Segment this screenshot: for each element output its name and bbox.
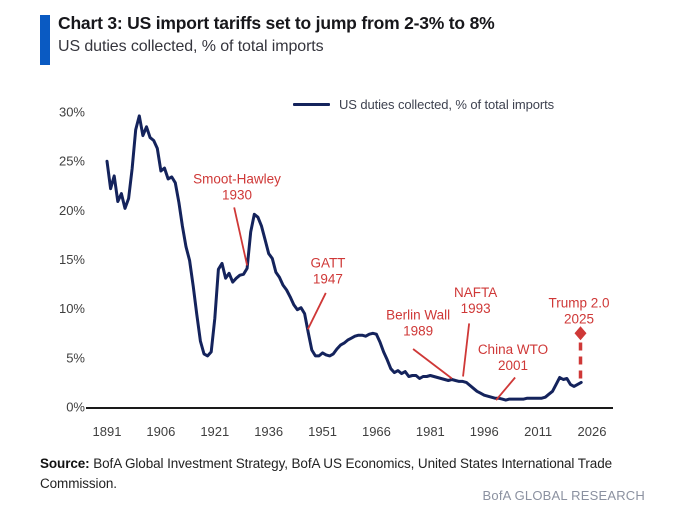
y-tick-label: 0%: [66, 400, 85, 415]
annotation-pointer-smoot-hawley: [233, 207, 248, 266]
legend-line-swatch-icon: [293, 103, 330, 106]
x-tick-label: 1906: [146, 424, 175, 439]
x-tick-label: 1966: [362, 424, 391, 439]
x-tick-label: 1981: [416, 424, 445, 439]
legend-label: US duties collected, % of total imports: [339, 97, 555, 112]
x-tick-label: 2026: [578, 424, 607, 439]
chart-subtitle: US duties collected, % of total imports: [58, 38, 324, 55]
annotation-label-china-wto: China WTO 2001: [478, 342, 548, 373]
annotation-label-trump-2-0: Trump 2.0 2025: [549, 296, 610, 327]
y-tick-label: 15%: [59, 252, 85, 267]
annotation-pointer-nafta: [462, 323, 471, 377]
y-tick-label: 25%: [59, 154, 85, 169]
y-tick-label: 10%: [59, 301, 85, 316]
title-accent-bar: [40, 15, 50, 65]
annotation-label-nafta: NAFTA 1993: [454, 285, 497, 316]
annotation-label-smoot-hawley: Smoot-Hawley 1930: [193, 172, 281, 203]
x-tick-label: 1996: [470, 424, 499, 439]
y-tick-label: 5%: [66, 350, 85, 365]
chart-title: Chart 3: US import tariffs set to jump f…: [58, 13, 495, 33]
source-note: Source: BofA Global Investment Strategy,…: [40, 454, 654, 495]
y-tick-label: 30%: [59, 105, 85, 120]
annotation-label-berlin-wall: Berlin Wall 1989: [386, 307, 450, 338]
y-tick-label: 20%: [59, 203, 85, 218]
x-tick-label: 1951: [308, 424, 337, 439]
x-tick-label: 2011: [524, 424, 552, 439]
watermark: BofA GLOBAL RESEARCH: [482, 488, 645, 503]
source-text: BofA Global Investment Strategy, BofA US…: [40, 456, 613, 492]
x-tick-label: 1936: [254, 424, 283, 439]
duties-series-line: [105, 114, 583, 402]
projection-diamond-arrowhead: [574, 326, 587, 341]
source-label: Source:: [40, 456, 90, 471]
x-tick-label: 1891: [93, 424, 122, 439]
annotation-pointer-china-wto: [495, 376, 516, 401]
annotation-pointer-berlin-wall: [412, 348, 453, 380]
annotation-label-gatt: GATT 1947: [310, 255, 345, 286]
legend: US duties collected, % of total imports: [293, 97, 554, 112]
x-tick-label: 1921: [200, 424, 229, 439]
annotation-pointer-gatt: [307, 292, 327, 330]
